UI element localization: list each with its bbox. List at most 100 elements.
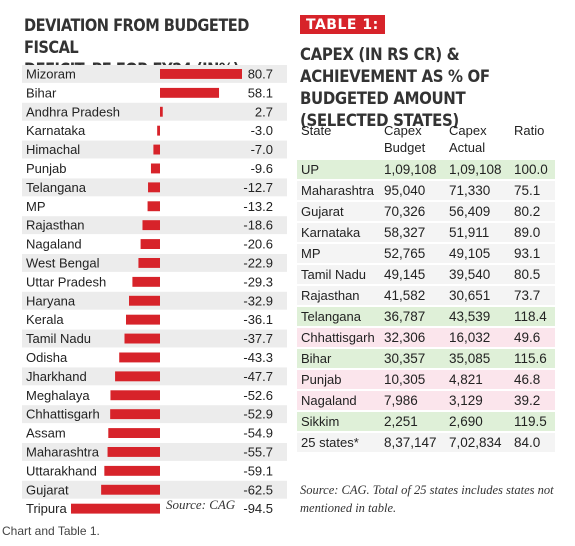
- cell-ratio: 84.0: [510, 433, 555, 452]
- value-label: -54.9: [243, 426, 273, 441]
- cell-budget: 36,787: [380, 307, 445, 326]
- value-label: -47.7: [243, 369, 273, 384]
- cell-budget: 10,305: [380, 370, 445, 389]
- capex-table: State Capex Budget Capex Actual Ratio UP…: [297, 120, 555, 454]
- cell-state: Punjab: [297, 370, 380, 389]
- value-label: -12.7: [243, 180, 273, 195]
- category-label: Rajasthan: [26, 218, 85, 233]
- bar: [71, 503, 160, 514]
- category-label: Haryana: [26, 293, 76, 308]
- cell-actual: 39,540: [445, 265, 510, 284]
- column-header-state: State: [301, 123, 332, 138]
- table-row: Rajasthan 41,582 30,651 73.7: [297, 286, 555, 305]
- value-label: -7.0: [251, 142, 273, 157]
- category-label: Chhattisgarh: [26, 407, 100, 422]
- bar: [157, 125, 160, 136]
- category-label: Bihar: [26, 85, 57, 100]
- cell-actual: 71,330: [445, 181, 510, 200]
- cell-actual: 43,539: [445, 307, 510, 326]
- bar: [147, 201, 160, 212]
- value-label: 80.7: [248, 67, 273, 82]
- table-row: Punjab 10,305 4,821 46.8: [297, 370, 555, 389]
- category-label: Odisha: [26, 350, 68, 365]
- value-label: -62.5: [243, 482, 273, 497]
- category-label: Gujarat: [26, 482, 69, 497]
- infographic-panel: DEVIATION FROM BUDGETED FISCAL DEFICIT, …: [22, 15, 555, 517]
- cell-state: Telangana: [297, 307, 380, 326]
- category-label: Uttarakhand: [26, 463, 97, 478]
- cell-budget: 49,145: [380, 265, 445, 284]
- cell-budget: 58,327: [380, 223, 445, 242]
- bar: [160, 87, 220, 98]
- bar: [153, 144, 160, 155]
- bar: [138, 258, 160, 268]
- table-row: Tamil Nadu 49,145 39,540 80.5: [297, 265, 555, 284]
- cell-state: MP: [297, 244, 380, 263]
- cell-actual: 35,085: [445, 349, 510, 368]
- cell-actual: 56,409: [445, 202, 510, 221]
- bar: [107, 447, 160, 457]
- cell-ratio: 89.0: [510, 223, 555, 242]
- cell-state: 25 states*: [297, 433, 380, 452]
- cell-budget: 8,37,147: [380, 433, 445, 452]
- value-label: -52.6: [243, 388, 273, 403]
- category-label: Uttar Pradesh: [26, 274, 106, 289]
- cell-ratio: 80.5: [510, 265, 555, 284]
- chart-source: Source: CAG: [166, 497, 236, 512]
- cell-actual: 16,032: [445, 328, 510, 347]
- cell-actual: 3,129: [445, 391, 510, 410]
- cell-ratio: 115.6: [510, 349, 555, 368]
- table-row: Nagaland 7,986 3,129 39.2: [297, 391, 555, 410]
- cell-state: Tamil Nadu: [297, 265, 380, 284]
- bar: [150, 163, 160, 174]
- cell-ratio: 49.6: [510, 328, 555, 347]
- category-label: Andhra Pradesh: [26, 104, 120, 119]
- cell-budget: 7,986: [380, 391, 445, 410]
- cell-ratio: 73.7: [510, 286, 555, 305]
- table-row: Gujarat 70,326 56,409 80.2: [297, 202, 555, 221]
- value-label: 2.7: [255, 104, 273, 119]
- cell-ratio: 100.0: [510, 160, 555, 179]
- cell-state: Karnataka: [297, 223, 380, 242]
- value-label: -18.6: [243, 218, 273, 233]
- bar: [124, 333, 160, 344]
- value-label: -55.7: [243, 445, 273, 460]
- cell-ratio: 93.1: [510, 244, 555, 263]
- cell-ratio: 80.2: [510, 202, 555, 221]
- cell-state: Rajasthan: [297, 286, 380, 305]
- category-label: Himachal: [26, 142, 80, 157]
- cell-budget: 30,357: [380, 349, 445, 368]
- table-row: Maharashtra 95,040 71,330 75.1: [297, 181, 555, 200]
- cell-state: Gujarat: [297, 202, 380, 221]
- category-label: Nagaland: [26, 237, 82, 252]
- cell-budget: 41,582: [380, 286, 445, 305]
- category-label: Assam: [26, 426, 66, 441]
- value-label: -43.3: [243, 350, 273, 365]
- value-label: -94.5: [243, 501, 273, 516]
- column-header-budget: Capex Budget: [384, 123, 426, 155]
- cell-budget: 70,326: [380, 202, 445, 221]
- cell-budget: 52,765: [380, 244, 445, 263]
- category-label: Maharashtra: [26, 445, 100, 460]
- category-label: Karnataka: [26, 123, 86, 138]
- deviation-bar-chart: Mizoram 80.7 Bihar 58.1 Andhra Pradesh 2.7 Kar…: [22, 65, 287, 516]
- cell-actual: 7,02,834: [445, 433, 510, 452]
- bar: [126, 314, 160, 325]
- cell-budget: 95,040: [380, 181, 445, 200]
- category-label: Meghalaya: [26, 388, 90, 403]
- cell-ratio: 46.8: [510, 370, 555, 389]
- table-row: Bihar 30,357 35,085 115.6: [297, 349, 555, 368]
- table-row: Sikkim 2,251 2,690 119.5: [297, 412, 555, 431]
- table-source: Source: CAG. Total of 25 states includes…: [300, 483, 554, 515]
- cell-actual: 4,821: [445, 370, 510, 389]
- bar: [160, 106, 163, 117]
- table-body: UP 1,09,108 1,09,108 100.0 Maharashtra 95,040…: [297, 160, 555, 452]
- category-label: Tripura: [26, 501, 67, 516]
- cell-ratio: 75.1: [510, 181, 555, 200]
- cell-ratio: 39.2: [510, 391, 555, 410]
- cell-actual: 51,911: [445, 223, 510, 242]
- column-header-actual: Capex Actual: [449, 123, 487, 155]
- category-label: Mizoram: [26, 67, 76, 82]
- cell-budget: 1,09,108: [380, 160, 445, 179]
- cell-state: Maharashtra: [297, 181, 380, 200]
